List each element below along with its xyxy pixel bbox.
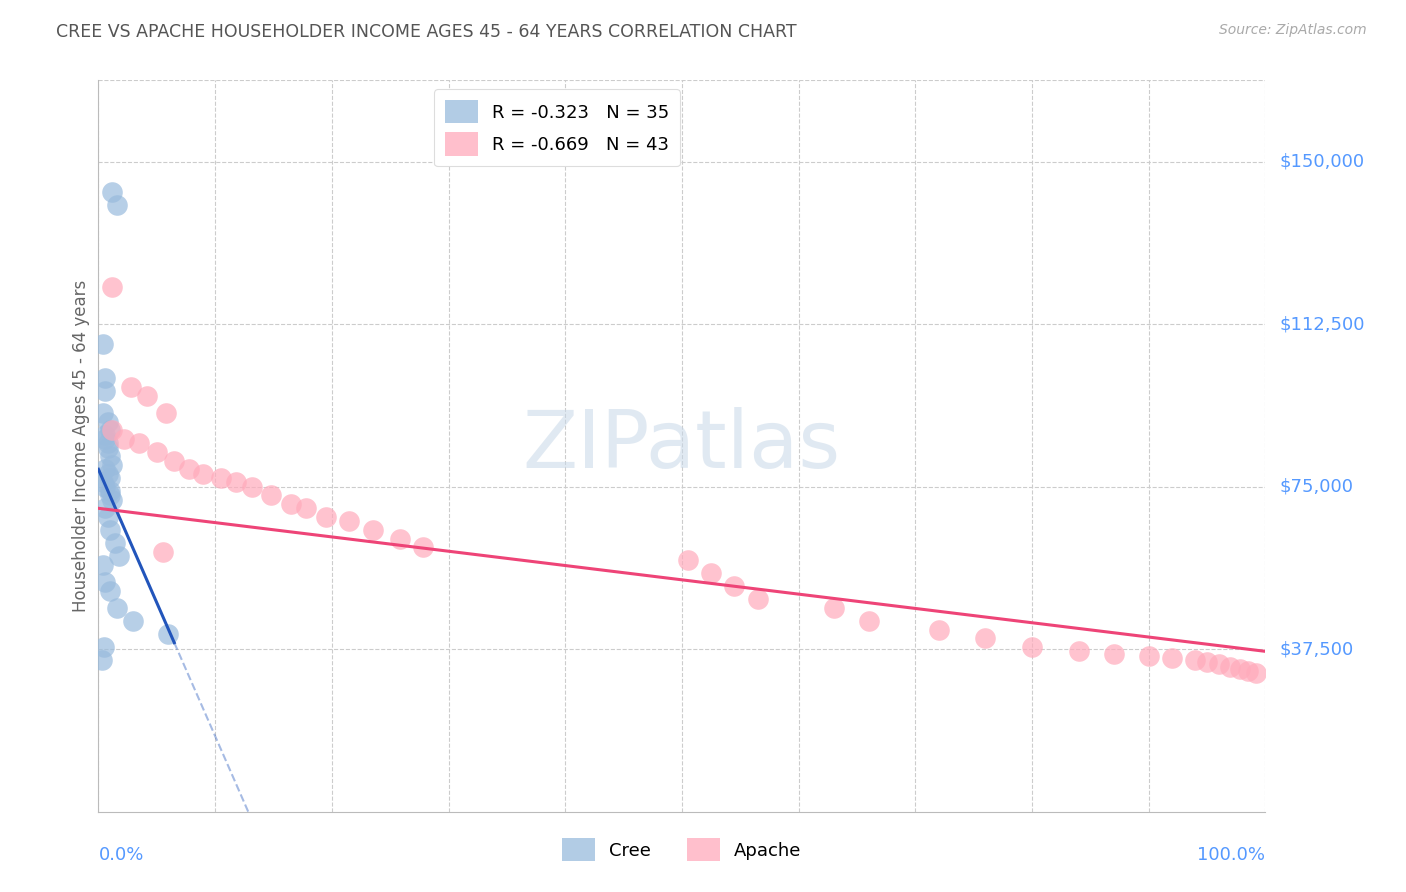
Legend: Cree, Apache: Cree, Apache [555,830,808,869]
Point [112,432,135,446]
Point [91,475,114,490]
Point [858,614,880,628]
Text: $37,500: $37,500 [1279,640,1354,658]
Point [163,453,186,467]
Point [1237,664,1260,678]
Point [280,497,302,511]
Point [108,549,131,563]
Point [101,280,124,294]
Point [1021,640,1043,654]
Point [98,488,121,502]
Point [928,623,950,637]
Point [388,532,411,546]
Point [91,406,114,420]
Point [98,523,121,537]
Point [337,514,360,528]
Text: CREE VS APACHE HOUSEHOLDER INCOME AGES 45 - 64 YEARS CORRELATION CHART: CREE VS APACHE HOUSEHOLDER INCOME AGES 4… [56,23,797,41]
Point [97,467,120,481]
Point [101,458,124,472]
Point [747,592,769,607]
Point [209,471,232,485]
Point [179,462,201,476]
Point [1244,666,1267,681]
Point [94,574,117,589]
Text: 0.0%: 0.0% [98,847,143,864]
Point [104,536,127,550]
Point [98,583,121,598]
Point [94,432,117,446]
Y-axis label: Householder Income Ages 45 - 64 years: Householder Income Ages 45 - 64 years [72,280,90,612]
Point [700,566,723,581]
Point [128,436,150,450]
Point [412,541,434,555]
Point [1102,647,1125,661]
Point [676,553,699,567]
Point [823,601,845,615]
Point [91,336,114,351]
Point [315,510,337,524]
Point [1137,648,1160,663]
Point [101,423,124,437]
Point [93,640,115,654]
Point [94,462,117,476]
Point [723,579,745,593]
Point [105,198,128,212]
Point [98,471,121,485]
Point [94,501,117,516]
Point [155,406,177,420]
Point [1161,650,1184,665]
Point [105,601,128,615]
Point [120,380,142,394]
Point [146,445,169,459]
Text: $75,000: $75,000 [1279,477,1354,496]
Point [90,653,112,667]
Point [242,480,264,494]
Point [98,483,121,498]
Point [94,480,117,494]
Point [98,450,121,464]
Point [1067,644,1090,658]
Text: 100.0%: 100.0% [1198,847,1265,864]
Point [1229,662,1251,676]
Text: $112,500: $112,500 [1279,315,1365,333]
Point [101,185,124,199]
Text: ZIPatlas: ZIPatlas [523,407,841,485]
Point [225,475,247,490]
Point [1208,657,1230,672]
Text: Source: ZipAtlas.com: Source: ZipAtlas.com [1219,23,1367,37]
Point [122,614,145,628]
Point [295,501,318,516]
Point [97,441,120,455]
Point [136,389,159,403]
Point [97,415,120,429]
Point [193,467,215,481]
Point [260,488,283,502]
Point [94,427,117,442]
Point [152,544,174,558]
Point [91,558,114,572]
Point [1195,655,1218,669]
Point [1184,653,1206,667]
Point [1219,659,1241,673]
Point [98,423,121,437]
Point [361,523,384,537]
Point [157,627,180,641]
Point [97,436,120,450]
Point [94,371,117,385]
Text: $150,000: $150,000 [1279,153,1364,170]
Point [974,632,997,646]
Point [94,384,117,399]
Point [101,492,124,507]
Point [97,510,120,524]
